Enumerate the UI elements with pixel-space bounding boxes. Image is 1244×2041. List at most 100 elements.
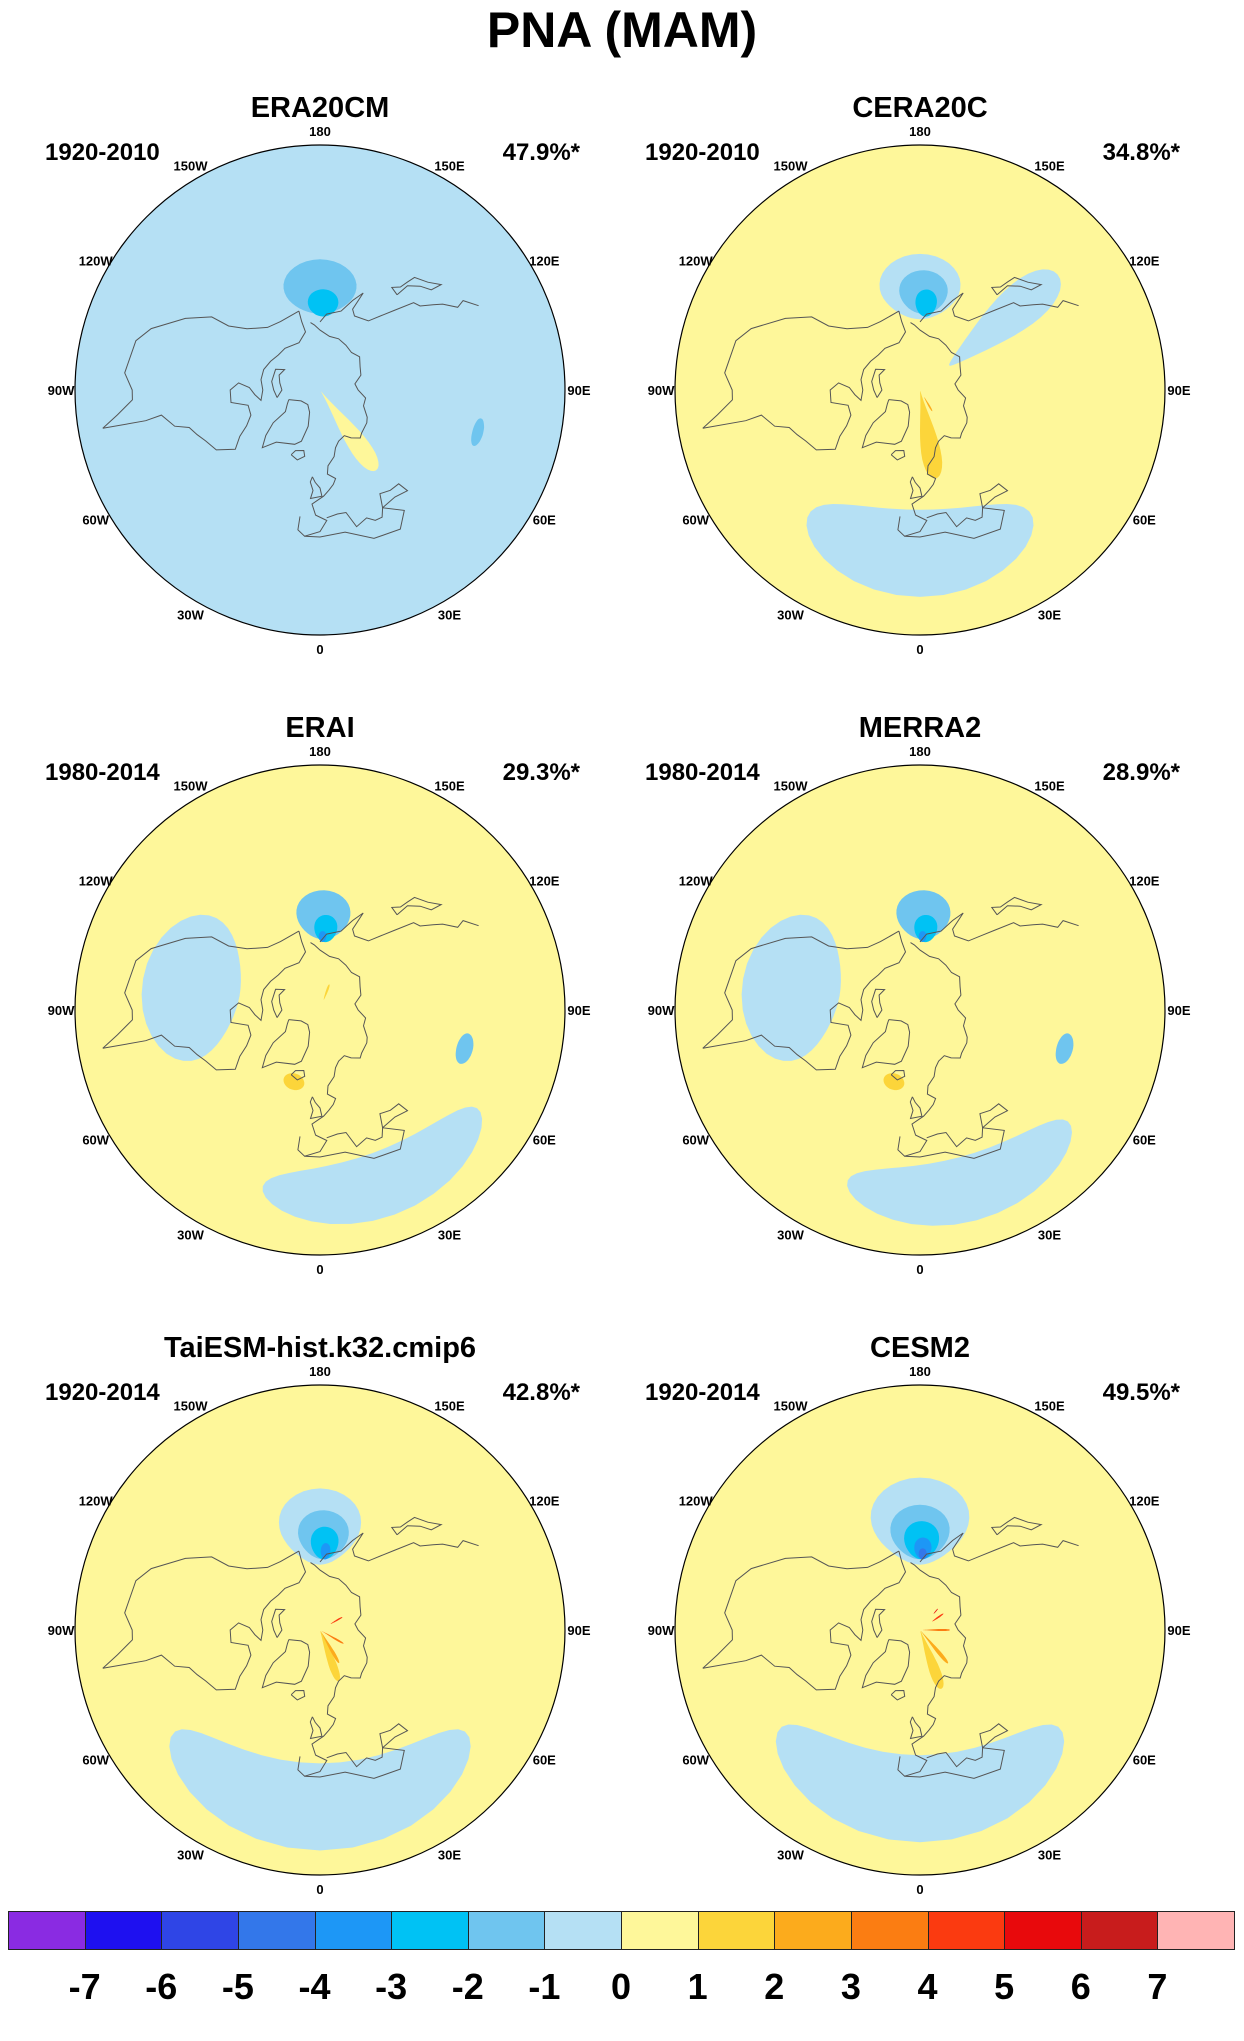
- longitude-label: 60W: [682, 1753, 709, 1768]
- colorbar-swatch: [237, 1911, 316, 1950]
- contour-region: [1055, 1033, 1074, 1064]
- longitude-label: 90E: [1167, 1623, 1190, 1638]
- period-label: 1920-2014: [645, 1379, 760, 1406]
- colorbar-tick-label: -7: [68, 1966, 101, 2007]
- coastline: [897, 942, 968, 1157]
- longitude-label: 120W: [679, 874, 714, 889]
- contour-region: [321, 1630, 344, 1644]
- longitude-label: 150W: [774, 1399, 809, 1414]
- colorbar-swatch: [1080, 1911, 1159, 1950]
- coastline: [909, 1716, 923, 1740]
- longitude-label: 120E: [529, 254, 560, 269]
- colorbar-swatch: [84, 1911, 163, 1950]
- map-panel-cera20c: CERA20C 1920-2010 34.8%* 180 150E 120E 90E 6…: [640, 90, 1200, 690]
- coastline: [904, 1127, 1005, 1159]
- figure-title: PNA (MAM): [486, 2, 758, 58]
- map-boundary: [74, 764, 566, 1256]
- colorbar-swatch: [1004, 1911, 1082, 1950]
- longitude-label: 90W: [48, 383, 75, 398]
- longitude-label: 90W: [48, 1623, 75, 1638]
- colorbar-tick-label: 0: [610, 1966, 632, 2007]
- coastline: [897, 1562, 968, 1777]
- colorbar-tick-label: 5: [994, 1966, 1015, 2007]
- longitude-label: 180: [909, 124, 931, 139]
- map-boundary: [74, 1384, 566, 1876]
- longitude-label: 30E: [438, 1227, 461, 1242]
- colorbar-swatch: [1157, 1911, 1235, 1950]
- longitude-label: 180: [309, 744, 331, 759]
- coastline: [979, 483, 1009, 509]
- contour-region: [847, 1119, 1072, 1226]
- coastline: [309, 1096, 323, 1120]
- coastline: [379, 483, 409, 509]
- contour-region: [323, 984, 330, 1000]
- contour-field: [675, 1385, 1165, 1875]
- longitude-label: 30W: [177, 1227, 204, 1242]
- coastline: [102, 930, 307, 1071]
- coastline: [702, 310, 900, 429]
- map-boundary: [74, 144, 566, 636]
- coastline: [290, 1069, 306, 1081]
- contour-region: [741, 914, 841, 1061]
- longitude-label: 30W: [777, 1227, 804, 1242]
- longitude-label: 90E: [567, 1003, 590, 1018]
- colorbar-swatch: [697, 1911, 776, 1950]
- longitude-label: 120E: [1129, 1494, 1160, 1509]
- coastline: [702, 930, 900, 1049]
- longitude-label: 30W: [777, 607, 804, 622]
- panel-title: ERAI: [285, 712, 355, 744]
- coastline: [990, 896, 1043, 916]
- longitude-label: 0: [316, 642, 323, 657]
- longitude-label: 90E: [1167, 383, 1190, 398]
- colorbar-tick-label: 2: [764, 1966, 785, 2007]
- longitude-label: 60W: [682, 1133, 709, 1148]
- map-panel-erai: ERAI 1980-2014 29.3%* 180 150E 120E 90E 60E 3…: [40, 710, 600, 1310]
- longitude-label: 150E: [1034, 779, 1065, 794]
- colorbar-tick-label: -3: [375, 1966, 408, 2007]
- variance-label: 28.9%*: [1102, 759, 1180, 786]
- polar-map: 180 150E 120E 90E 60E 30E 0 30W 60W 90W 120W 150W: [48, 1364, 591, 1897]
- coastline: [990, 276, 1043, 296]
- map-boundary: [674, 1384, 1166, 1876]
- coastline: [304, 1127, 405, 1159]
- coastline: [919, 292, 1079, 323]
- longitude-label: 120W: [679, 254, 714, 269]
- colorbar-swatch: [314, 1911, 393, 1950]
- period-label: 1920-2014: [45, 1379, 160, 1406]
- longitude-label: 150E: [1034, 1399, 1065, 1414]
- colorbar-swatch: [544, 1911, 622, 1950]
- contour-region: [307, 289, 339, 317]
- longitude-label: 120E: [1129, 874, 1160, 889]
- contour-region: [806, 504, 1034, 597]
- coastline: [290, 449, 306, 461]
- coastline: [979, 1103, 1009, 1129]
- coastline: [261, 399, 311, 449]
- contour-region: [949, 269, 1061, 366]
- polar-map: 180 150E 120E 90E 60E 30E 0 30W 60W 90W 120W 150W: [648, 124, 1191, 657]
- coastline: [297, 322, 368, 537]
- coastline: [319, 912, 479, 943]
- contour-region: [320, 1543, 331, 1560]
- coastline: [890, 1689, 906, 1701]
- longitude-label: 0: [916, 1262, 923, 1277]
- colorbar-tick-label: 1: [687, 1966, 708, 2007]
- coastline: [102, 1550, 300, 1669]
- coastline: [909, 476, 923, 500]
- colorbar-swatch: [467, 1911, 546, 1950]
- contour-region: [320, 391, 379, 472]
- longitude-label: 120E: [529, 874, 560, 889]
- longitude-label: 90E: [567, 1623, 590, 1638]
- colorbar-swatch: [621, 1911, 699, 1950]
- period-label: 1980-2014: [645, 759, 760, 786]
- colorbar-swatch: [927, 1911, 1006, 1950]
- longitude-label: 30E: [1038, 607, 1061, 622]
- longitude-label: 150E: [434, 1399, 465, 1414]
- longitude-label: 120W: [79, 254, 114, 269]
- contour-region: [471, 418, 485, 446]
- variance-label: 42.8%*: [502, 1379, 580, 1406]
- coastline: [261, 1019, 311, 1069]
- coastline: [102, 310, 300, 429]
- variance-label: 49.5%*: [1102, 1379, 1180, 1406]
- longitude-label: 60W: [82, 1753, 109, 1768]
- colorbar-tick-label: -1: [528, 1966, 561, 2007]
